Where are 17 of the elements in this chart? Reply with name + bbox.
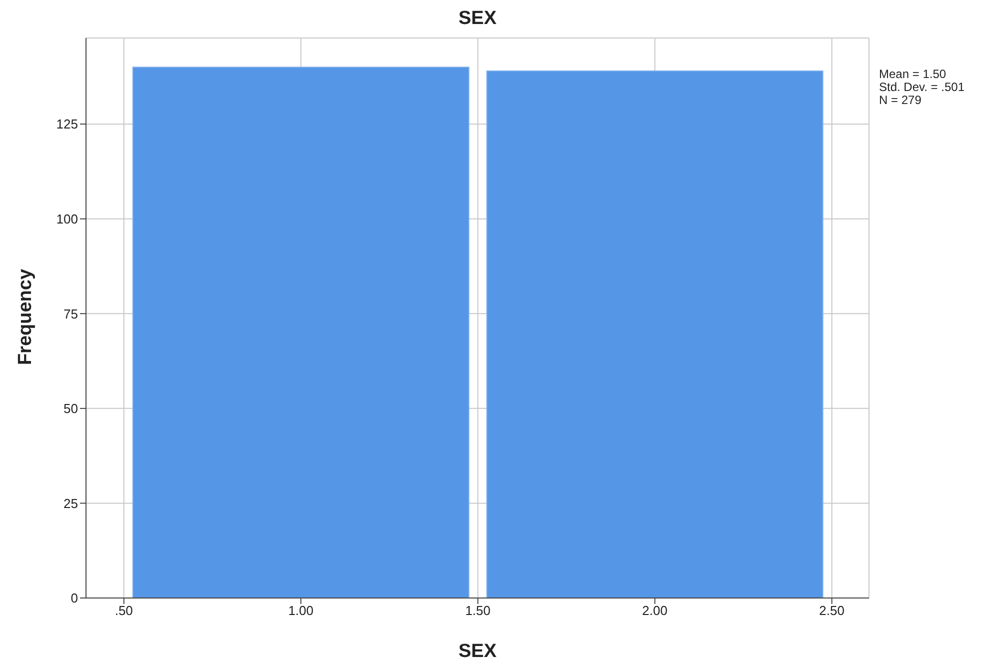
text: N = 279 (879, 93, 922, 107)
x-tick-label: 1.00 (288, 603, 314, 618)
y-tick-label: 100 (56, 211, 78, 226)
y-tick-label: 25 (64, 496, 78, 511)
y-tick-label: 50 (64, 401, 78, 416)
x-tick-label: 1.50 (465, 603, 491, 618)
y-tick-label: 125 (56, 116, 78, 132)
x-tick-label: .50 (114, 603, 133, 618)
x-axis-title: SEX (457, 641, 498, 663)
y-tick-label: 75 (64, 306, 78, 322)
x-tick-label: 2.00 (642, 603, 668, 618)
y-tick-label: 0 (70, 590, 78, 606)
chart-title: SEX (457, 8, 498, 30)
x-tick-label: 2.50 (819, 603, 844, 618)
y-axis-title: Frequency (15, 268, 37, 368)
text: Std. Dev. = .501 (879, 80, 964, 94)
text: Mean = 1.50 (879, 67, 948, 81)
